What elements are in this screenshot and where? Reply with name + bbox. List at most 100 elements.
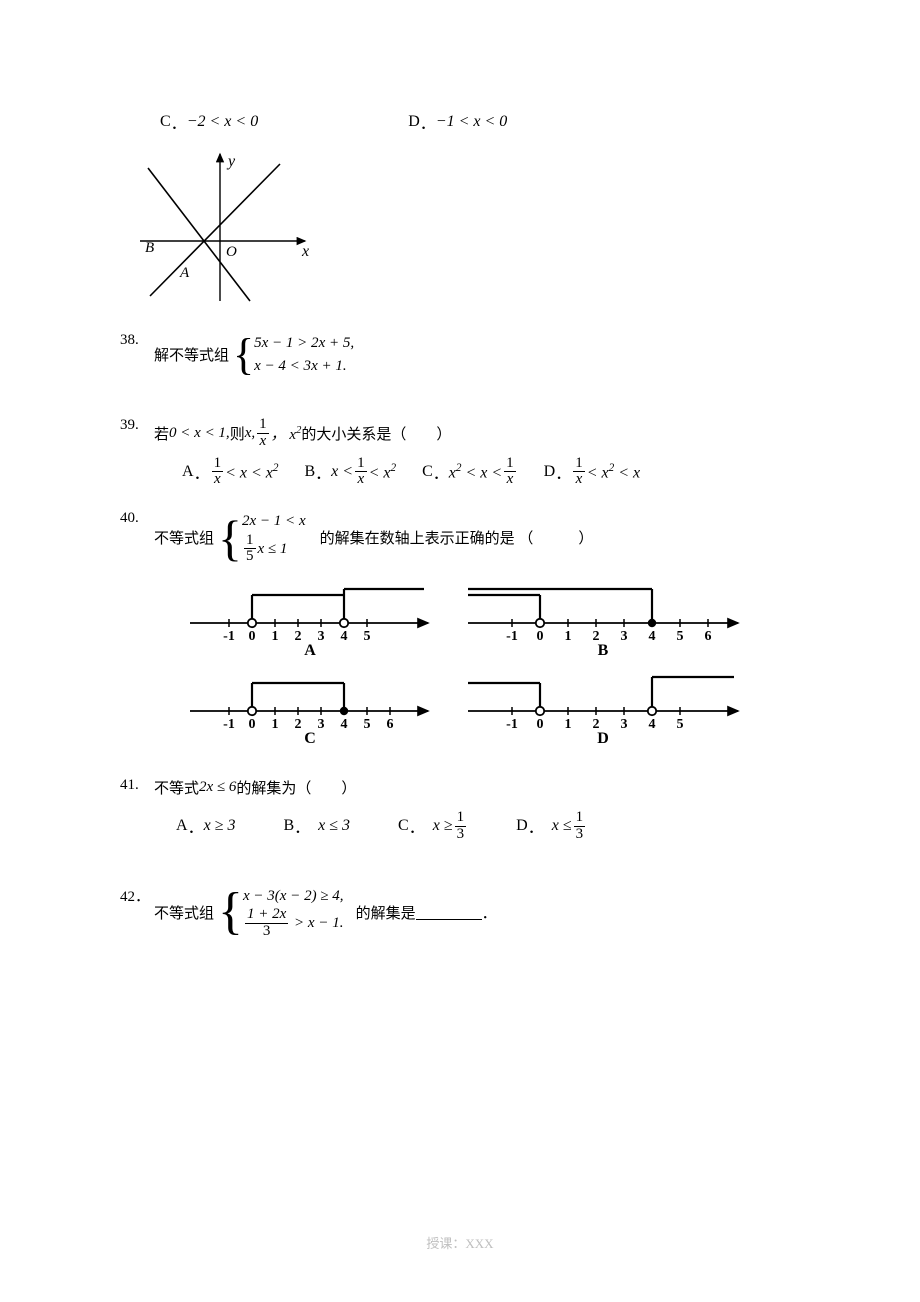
- svg-text:5: 5: [364, 717, 371, 732]
- svg-text:3: 3: [318, 717, 325, 732]
- sys-line2: 1 + 2x 3 > x − 1.: [243, 907, 344, 940]
- stem-b: 的解集在数轴上表示正确的是 （ ）: [320, 527, 594, 548]
- q-num: 41.: [120, 777, 154, 794]
- q37-opt-c: C ． −2 < x < 0: [160, 110, 258, 134]
- svg-text:-1: -1: [223, 629, 235, 644]
- q39: 39. 若 0 < x < 1, 则 x, 1x ， x2 的大小关系是（ ）: [120, 417, 800, 450]
- q-num: 42．: [120, 885, 154, 906]
- svg-text:6: 6: [387, 717, 394, 732]
- q39-opt-c: C． x2 < x < 1x: [422, 456, 518, 489]
- svg-text:3: 3: [621, 717, 628, 732]
- numberline-b: -10123456 B: [458, 583, 740, 659]
- origin-label: O: [226, 244, 237, 260]
- stem-c: ．: [482, 902, 497, 923]
- svg-text:1: 1: [565, 717, 572, 732]
- q37-graph: y x O B A: [130, 146, 800, 306]
- svg-text:-1: -1: [223, 717, 235, 732]
- q41-opt-a: A． x ≥ 3: [176, 810, 235, 843]
- q39-opt-b: B． x < 1x < x2: [304, 456, 396, 489]
- svg-text:C: C: [304, 730, 316, 747]
- svg-text:5: 5: [677, 629, 684, 644]
- stem-b: 2x ≤ 6: [199, 779, 236, 796]
- q-num: 40.: [120, 510, 154, 527]
- q39-opts: A． 1x < x < x2 B． x < 1x < x2 C． x2 < x …: [182, 456, 800, 489]
- numberline-a: -1012345 A: [180, 583, 432, 659]
- q-body: 若 0 < x < 1, 则 x, 1x ， x2 的大小关系是（ ）: [154, 417, 800, 450]
- numberline-d: -1012345 D: [458, 671, 740, 747]
- q39-opt-a: A． 1x < x < x2: [182, 456, 278, 489]
- q40-numberlines: -1012345 A -10123456 B: [180, 583, 740, 747]
- opt-label: C: [422, 463, 433, 481]
- svg-text:B: B: [598, 642, 609, 659]
- point-b-label: B: [145, 240, 154, 256]
- opt-label: A: [182, 463, 194, 481]
- opt-expr: −2 < x < 0: [187, 113, 259, 131]
- opt-label: D: [544, 463, 556, 481]
- q41-opt-b: B． x ≤ 3: [283, 810, 350, 843]
- q-body: 解不等式组 { 5x − 1 > 2x + 5, x − 4 < 3x + 1.: [154, 332, 800, 377]
- stem-c: 则: [230, 423, 245, 444]
- stem-a: 不等式组: [154, 902, 214, 923]
- svg-text:5: 5: [677, 717, 684, 732]
- q-body: 不等式组 { x − 3(x − 2) ≥ 4, 1 + 2x 3 > x − …: [154, 885, 800, 940]
- term-x: x,: [245, 425, 255, 442]
- stem-a: 若: [154, 423, 169, 444]
- q41-opt-c: C． x ≥ 13: [398, 810, 468, 843]
- sys-line1: 2x − 1 < x: [242, 510, 306, 533]
- q-num: 38.: [120, 332, 154, 349]
- svg-text:3: 3: [318, 629, 325, 644]
- stem-b: 0 < x < 1,: [169, 425, 230, 442]
- system-brace: { x − 3(x − 2) ≥ 4, 1 + 2x 3 > x − 1.: [218, 885, 344, 940]
- opt-label: C: [160, 113, 171, 131]
- opt-sep: ．: [171, 110, 187, 134]
- stem-c: 的解集为（ ）: [236, 777, 356, 798]
- svg-text:4: 4: [649, 717, 656, 732]
- stem-d: 的大小关系是（ ）: [301, 423, 451, 444]
- svg-text:5: 5: [364, 629, 371, 644]
- svg-text:4: 4: [341, 717, 348, 732]
- term-1overx: 1x: [257, 417, 269, 450]
- q40: 40. 不等式组 { 2x − 1 < x 15 x ≤ 1 的解集在数轴上表示…: [120, 510, 800, 565]
- point-a-label: A: [179, 265, 190, 281]
- page-footer: 授课：XXX: [0, 1233, 920, 1252]
- stem-a: 不等式组: [154, 527, 214, 548]
- stem-a: 不等式: [154, 777, 199, 798]
- stem: 解不等式组: [154, 344, 229, 365]
- opt-expr: −1 < x < 0: [436, 113, 508, 131]
- numberline-c: -10123456 C: [180, 671, 432, 747]
- svg-text:-1: -1: [507, 717, 519, 732]
- svg-text:0: 0: [537, 629, 544, 644]
- frac-num: 1 + 2x: [245, 907, 288, 923]
- sys-line1: 5x − 1 > 2x + 5,: [254, 332, 354, 355]
- q-body: 不等式 2x ≤ 6 的解集为（ ）: [154, 777, 800, 798]
- svg-text:A: A: [304, 642, 316, 659]
- sys-line2-rest: > x − 1.: [290, 912, 343, 935]
- system-brace: { 5x − 1 > 2x + 5, x − 4 < 3x + 1.: [233, 332, 354, 377]
- q41-opt-d: D． x ≤ 13: [516, 810, 587, 843]
- svg-text:4: 4: [649, 629, 656, 644]
- svg-text:-1: -1: [507, 629, 519, 644]
- opt-label: B: [304, 463, 315, 481]
- svg-text:2: 2: [295, 629, 302, 644]
- svg-text:0: 0: [249, 717, 256, 732]
- q-num: 39.: [120, 417, 154, 434]
- svg-text:6: 6: [705, 629, 712, 644]
- opt-sep: ．: [420, 110, 436, 134]
- svg-text:0: 0: [537, 717, 544, 732]
- svg-text:4: 4: [341, 629, 348, 644]
- answer-blank: [416, 905, 482, 920]
- q42: 42． 不等式组 { x − 3(x − 2) ≥ 4, 1 + 2x 3 > …: [120, 885, 800, 940]
- q37-options-cd: C ． −2 < x < 0 D ． −1 < x < 0: [160, 110, 800, 134]
- axis-x-label: x: [301, 243, 309, 260]
- term-comma: ， x2: [271, 423, 302, 444]
- q41-opts: A． x ≥ 3 B． x ≤ 3 C． x ≥ 13 D． x ≤ 13: [176, 810, 800, 843]
- svg-text:3: 3: [621, 629, 628, 644]
- sys-line1: x − 3(x − 2) ≥ 4,: [243, 885, 344, 908]
- q37-opt-d: D ． −1 < x < 0: [408, 110, 507, 134]
- stem-b: 的解集是: [356, 902, 416, 923]
- q39-opt-d: D． 1x < x2 < x: [544, 456, 640, 489]
- system-brace: { 2x − 1 < x 15 x ≤ 1: [218, 510, 306, 565]
- q41: 41. 不等式 2x ≤ 6 的解集为（ ）: [120, 777, 800, 798]
- sys-line2: x − 4 < 3x + 1.: [254, 355, 354, 378]
- svg-text:2: 2: [295, 717, 302, 732]
